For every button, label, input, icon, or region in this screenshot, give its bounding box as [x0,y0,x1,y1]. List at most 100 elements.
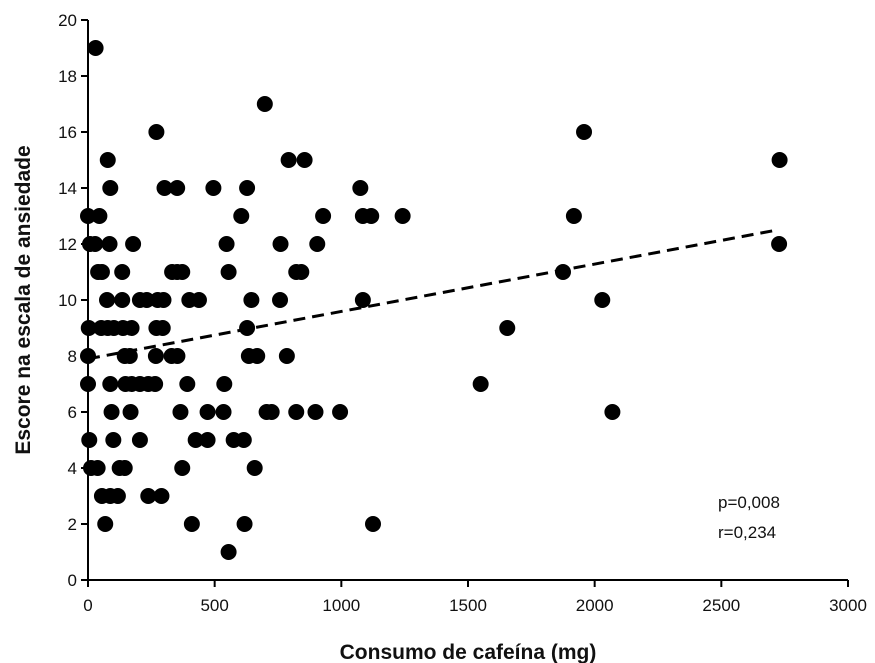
data-point [215,404,232,420]
data-points [80,40,788,560]
x-tick-label: 1500 [449,596,487,615]
data-point [80,376,96,392]
data-point [296,152,313,168]
data-point [243,292,260,308]
x-tick-label: 0 [83,596,92,615]
data-point [125,236,142,252]
y-tick-label: 14 [58,179,77,198]
data-point [81,432,98,448]
data-point [91,208,108,224]
data-point [309,236,326,252]
data-point [233,208,250,224]
data-point [332,404,349,420]
data-point [315,208,332,224]
x-axis-ticks: 0 500 1000 1500 2000 2500 3000 [83,580,867,615]
data-point [239,180,256,196]
x-axis-title: Consumo de cafeína (mg) [340,641,597,663]
data-point [156,180,173,196]
data-point [205,180,222,196]
data-point [102,180,119,196]
data-point [148,124,165,140]
data-point [394,208,411,224]
data-point [272,292,289,308]
data-point [80,348,96,364]
data-point [235,432,252,448]
data-point [80,208,96,224]
y-tick-label: 16 [58,123,77,142]
data-point [172,404,189,420]
data-point [499,320,516,336]
data-point [183,516,200,532]
data-point [190,292,207,308]
data-point [472,376,489,392]
x-tick-label: 2500 [702,596,740,615]
data-point [174,460,191,476]
data-point [565,208,582,224]
data-point [179,376,196,392]
data-point [187,432,204,448]
data-point [220,544,237,560]
trend-line [87,228,778,361]
data-point [246,460,263,476]
y-tick-label: 0 [68,571,77,590]
data-point [87,40,104,56]
data-point [236,516,253,532]
data-point [114,264,131,280]
y-tick-label: 12 [58,235,77,254]
data-point [99,292,115,308]
data-point [169,180,186,196]
data-point [116,460,133,476]
data-point [263,404,280,420]
data-point [199,432,216,448]
data-point [89,460,106,476]
y-tick-label: 20 [58,11,77,30]
data-point [80,320,97,336]
x-tick-label: 3000 [829,596,867,615]
data-point [174,264,191,280]
data-point [218,236,235,252]
data-point [771,236,788,252]
data-point [93,264,110,280]
y-tick-label: 8 [68,347,77,366]
data-point [354,292,371,308]
data-point [122,404,139,420]
data-point [293,264,310,280]
data-point [280,152,297,168]
y-tick-label: 2 [68,515,77,534]
data-point [199,404,216,420]
data-point [97,516,114,532]
data-point [153,488,170,504]
data-point [771,152,788,168]
data-point [102,376,119,392]
data-point [99,152,116,168]
data-point [249,348,266,364]
data-point [123,320,140,336]
data-point [154,320,171,336]
data-point [288,404,305,420]
data-point [307,404,324,420]
data-point [147,376,164,392]
data-point [272,236,289,252]
data-point [604,404,621,420]
y-tick-label: 4 [68,459,77,478]
data-point [576,124,593,140]
p-value-annotation: p=0,008 [718,493,780,512]
data-point [594,292,611,308]
data-point [363,208,380,224]
x-tick-label: 500 [200,596,228,615]
data-point [87,236,104,252]
y-axis-title: Escore na escala de ansiedade [12,145,35,454]
data-point [131,432,148,448]
data-point [169,348,186,364]
data-point [216,376,233,392]
data-point [155,292,172,308]
y-tick-label: 10 [58,291,77,310]
data-point [256,96,273,112]
data-point [140,488,157,504]
data-point [109,488,126,504]
data-point [147,348,164,364]
data-point [105,432,122,448]
y-axis-ticks: 0 2 4 6 8 10 12 14 16 18 20 [58,11,88,590]
r-value-annotation: r=0,234 [718,523,776,542]
